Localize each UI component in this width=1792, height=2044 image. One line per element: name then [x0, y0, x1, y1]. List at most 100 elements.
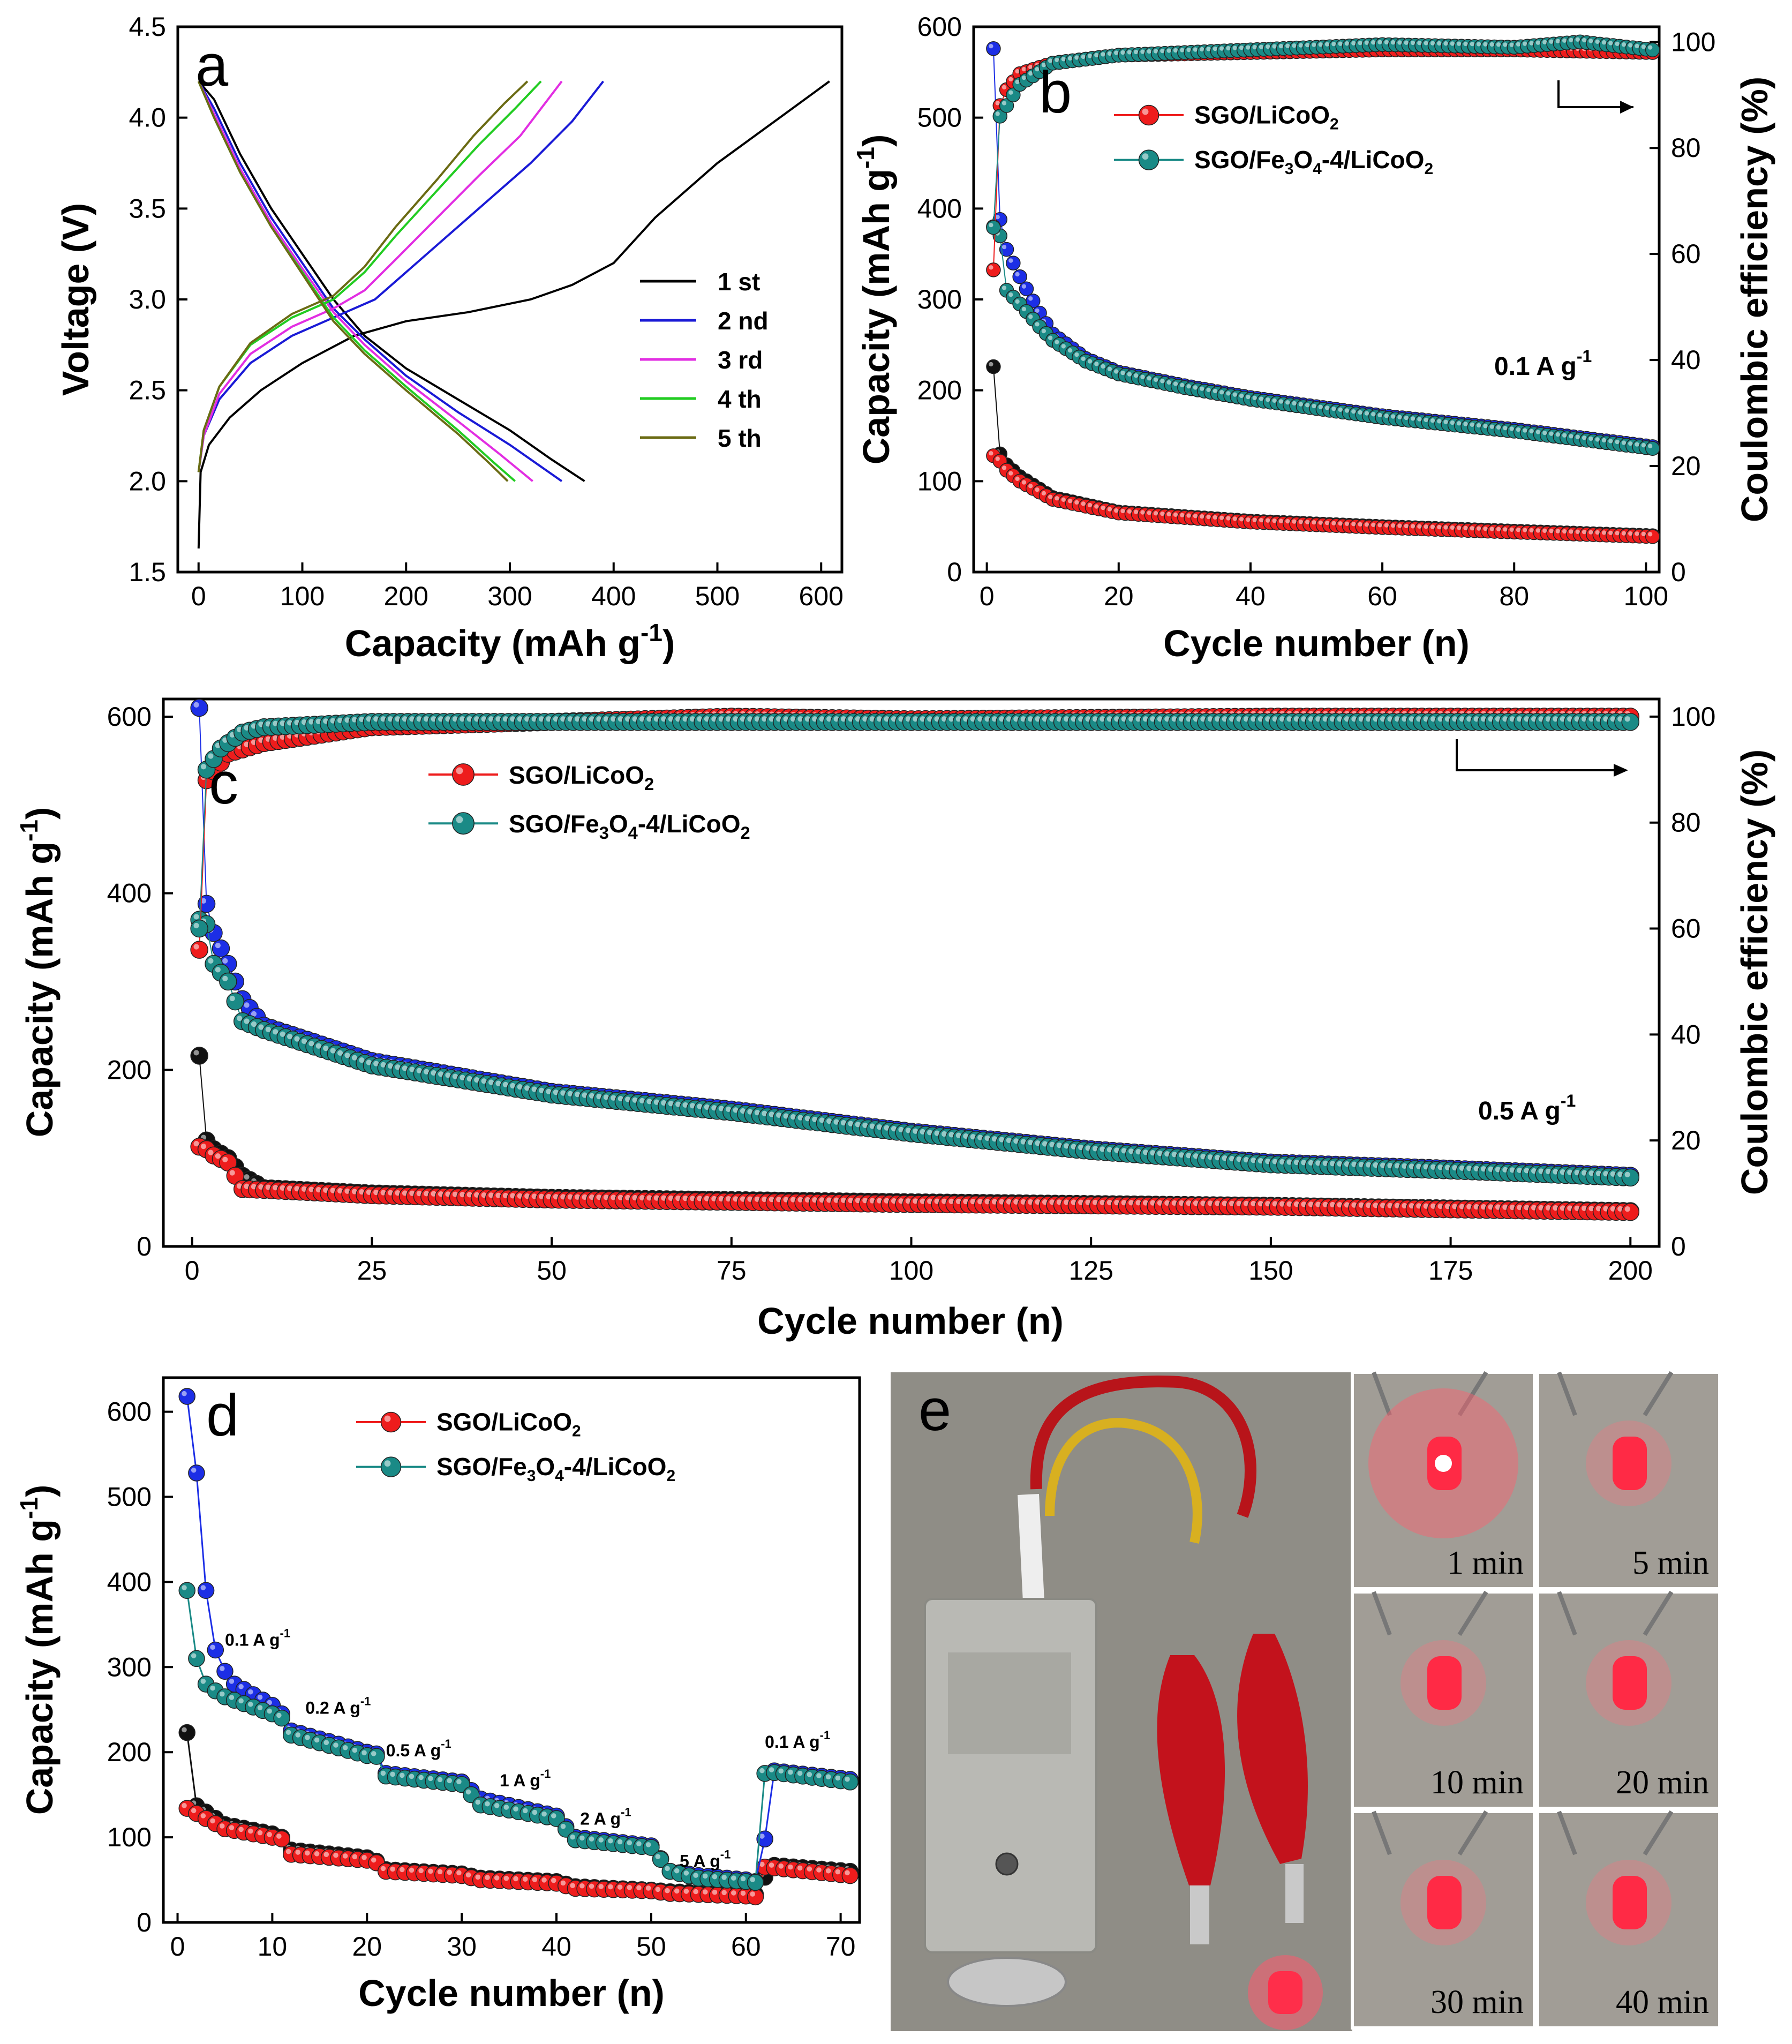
data-point-highlight — [797, 1865, 803, 1871]
x-tick-label: 600 — [799, 581, 844, 611]
data-point-highlight — [1213, 515, 1217, 520]
data-point-highlight — [352, 1747, 358, 1753]
data-point-highlight — [191, 1467, 197, 1473]
data-point-highlight — [438, 1191, 444, 1197]
data-point-highlight — [267, 1700, 272, 1705]
data-point-highlight — [1366, 1162, 1372, 1168]
data-point-highlight — [1647, 444, 1653, 448]
data-point-highlight — [989, 451, 993, 456]
data-point-highlight — [1246, 394, 1251, 400]
legend-subscript: 2 — [572, 1422, 581, 1440]
data-point-highlight — [390, 1771, 395, 1777]
data-point-highlight — [1531, 1168, 1537, 1174]
data-point-highlight — [387, 1190, 394, 1196]
panel-b: 0 20 40 60 80 1000100200300400500600020406080… — [852, 12, 1775, 664]
data-point-highlight — [1251, 1200, 1256, 1207]
legend-marker-highlight — [1142, 108, 1149, 115]
data-point-highlight — [608, 1884, 613, 1890]
data-point-highlight — [1092, 1146, 1098, 1152]
legend-a: 1 st 2 nd 3 rd 4 th 5 th — [640, 268, 769, 452]
data-point-highlight — [1002, 85, 1007, 89]
y-axis-label-d: Capacity (mAh g-1) — [15, 1485, 61, 1815]
data-point-highlight — [567, 1091, 573, 1096]
data-point-highlight — [1081, 54, 1086, 59]
data-point-highlight — [589, 1194, 595, 1200]
legend-subscript: 4 — [628, 823, 638, 843]
data-point-highlight — [1107, 51, 1112, 56]
data-point-highlight — [731, 1890, 736, 1896]
data-point-highlight — [1488, 1204, 1494, 1210]
data-point-highlight — [1239, 393, 1244, 399]
data-point-highlight — [776, 1197, 782, 1203]
data-point-highlight — [1608, 41, 1613, 46]
data-point-highlight — [1384, 414, 1389, 418]
data-point-highlight — [1523, 528, 1527, 532]
data-point-highlight — [718, 1106, 724, 1111]
data-point-highlight — [229, 1825, 235, 1830]
x-tick-label: 100 — [889, 1256, 933, 1286]
led-body — [1427, 1876, 1462, 1929]
rate-annotation-text: 5 A g — [680, 1852, 720, 1871]
legend-marker-highlight — [1142, 153, 1149, 160]
data-point-highlight — [431, 1191, 436, 1197]
data-point-highlight — [726, 1106, 732, 1112]
data-point-highlight — [1236, 1200, 1242, 1206]
data-point-highlight — [1252, 395, 1257, 400]
data-point — [986, 262, 1001, 277]
data-point-highlight — [1236, 1156, 1242, 1162]
data-point-highlight — [1015, 272, 1020, 277]
data-point-highlight — [1020, 1199, 1026, 1205]
y2-tick-label: 0 — [1671, 557, 1686, 587]
data-point-highlight — [1538, 1205, 1544, 1211]
panel-letter-c: c — [209, 750, 238, 816]
data-point-highlight — [1628, 441, 1633, 446]
data-point-highlight — [948, 1132, 954, 1138]
data-point-highlight — [1213, 388, 1217, 394]
data-point-highlight — [1265, 1158, 1271, 1164]
data-point-highlight — [522, 1876, 528, 1882]
data-point-highlight — [589, 1093, 595, 1099]
data-point-highlight — [1489, 527, 1494, 531]
data-point-highlight — [1140, 374, 1145, 379]
data-point-highlight — [238, 1684, 244, 1689]
data-point-highlight — [1366, 1202, 1372, 1208]
led-bright-spot — [1435, 1455, 1452, 1472]
x-axis-label-d: Cycle number (n) — [358, 1972, 665, 2014]
data-point-highlight — [1509, 42, 1514, 47]
data-point-highlight — [244, 1002, 250, 1008]
data-point-highlight — [285, 1848, 291, 1854]
data-point-highlight — [1318, 520, 1323, 525]
rate-annotation-text: 0.2 A g — [305, 1699, 360, 1718]
data-point-highlight — [517, 1193, 523, 1199]
data-point-highlight — [721, 1875, 727, 1880]
data-point-highlight — [1417, 417, 1422, 422]
data-point-highlight — [835, 1775, 841, 1781]
data-point-highlight — [1390, 40, 1396, 45]
data-point-highlight — [1147, 49, 1151, 54]
data-point-highlight — [869, 1198, 875, 1204]
data-point-highlight — [618, 1095, 623, 1102]
data-point-highlight — [970, 1134, 976, 1140]
data-point-highlight — [219, 1666, 225, 1671]
data-point-highlight — [702, 1873, 708, 1879]
data-point-highlight — [1595, 1170, 1602, 1176]
data-point-highlight — [1028, 1199, 1034, 1205]
data-point-highlight — [315, 1187, 321, 1193]
data-point-highlight — [257, 1830, 263, 1836]
data-point-highlight — [884, 1125, 890, 1131]
data-point-highlight — [1531, 1205, 1537, 1211]
data-point-highlight — [835, 1869, 841, 1875]
data-point-highlight — [541, 1877, 547, 1883]
data-point-highlight — [1278, 399, 1284, 404]
data-point-highlight — [1285, 519, 1290, 524]
data-point-highlight — [617, 1839, 623, 1845]
data-point-highlight — [1452, 1165, 1458, 1171]
y-tick-label: 2.5 — [129, 375, 166, 405]
data-point-highlight — [182, 1585, 187, 1590]
led-body — [1268, 1971, 1302, 2014]
legend-text-part: O — [609, 810, 628, 838]
data-point-highlight — [1114, 50, 1119, 55]
data-point-highlight — [1444, 1204, 1451, 1209]
data-point-highlight — [1226, 46, 1231, 51]
data-point-highlight — [1179, 1200, 1185, 1206]
